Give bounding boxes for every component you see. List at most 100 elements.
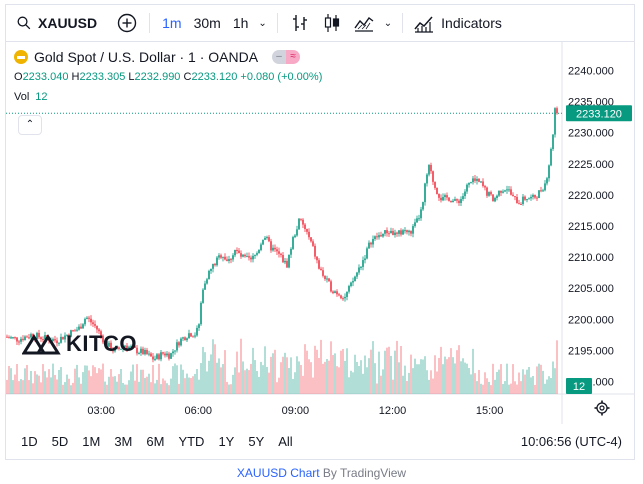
candle-body — [86, 317, 88, 319]
candle-body — [456, 199, 458, 201]
range-1m[interactable]: 1M — [82, 433, 101, 449]
candle-body — [438, 194, 440, 198]
range-3m[interactable]: 3M — [114, 433, 133, 449]
volume-bar — [136, 364, 138, 394]
volume-bar — [100, 369, 102, 394]
interval-1m[interactable]: 1m — [162, 15, 182, 31]
candle-body — [232, 255, 234, 260]
volume-bar — [548, 376, 550, 394]
chart-legend: Gold Spot / U.S. Dollar · 1 · OANDA – ≈ … — [14, 49, 322, 103]
time-scale[interactable]: 03:00 06:00 09:00 12:00 15:00 — [87, 405, 503, 417]
candles-style-icon[interactable] — [321, 12, 343, 34]
volume-bar — [170, 378, 172, 394]
candle-body — [156, 354, 158, 359]
candle-body — [534, 194, 536, 198]
price-tick-label: 2215.000 — [568, 221, 614, 233]
candle-body — [302, 219, 304, 225]
candle-body — [332, 291, 334, 294]
volume-bar — [214, 344, 216, 394]
volume-bar — [358, 365, 360, 394]
candle-body — [466, 184, 468, 192]
volume-bar — [304, 344, 306, 394]
candle-body — [12, 337, 14, 339]
candle-body — [364, 258, 366, 261]
candle-body — [536, 197, 538, 199]
candle-body — [516, 196, 518, 204]
volume-bar — [44, 371, 46, 394]
candle-body — [460, 199, 462, 204]
candle-body — [546, 178, 548, 184]
volume-bar — [20, 379, 22, 394]
candle-body — [228, 259, 230, 261]
candle-body — [260, 244, 262, 251]
ohlc-values: O2233.040 H2233.305 L2232.990 C2233.120 … — [14, 71, 322, 83]
minus-icon[interactable]: – — [272, 50, 287, 64]
attribution: XAUUSD Chart By TradingView — [0, 466, 643, 480]
candle-body — [548, 165, 550, 179]
interval-30m[interactable]: 30m — [193, 15, 221, 31]
candle-body — [480, 181, 482, 183]
wave-icon[interactable]: ≈ — [286, 50, 301, 64]
candle-body — [64, 335, 66, 340]
volume-bar — [212, 339, 214, 394]
candle-body — [512, 194, 514, 197]
candle-body — [14, 337, 16, 339]
candle-body — [74, 330, 76, 332]
volume-bar — [150, 382, 152, 394]
candle-body — [326, 278, 328, 280]
candle-body — [342, 298, 344, 300]
volume-bar — [222, 364, 224, 394]
candle-body — [128, 346, 130, 349]
volume-bar — [36, 374, 38, 394]
volume-bar — [556, 340, 558, 394]
range-ytd[interactable]: YTD — [178, 433, 205, 449]
volume-bar — [30, 370, 32, 394]
candle-body — [354, 276, 356, 282]
indicators-button[interactable]: Indicators — [413, 5, 502, 41]
range-all[interactable]: All — [278, 433, 293, 449]
volume-bar — [110, 369, 112, 394]
interval-dropdown-chevron-down-icon[interactable]: ⌄ — [258, 17, 267, 29]
candle-body — [372, 239, 374, 245]
range-1d[interactable]: 1D — [21, 433, 38, 449]
candle-body — [206, 279, 208, 284]
candle-body — [552, 134, 554, 149]
volume-bar — [94, 367, 96, 394]
volume-bar — [472, 348, 474, 394]
candle-body — [98, 329, 100, 332]
range-6m[interactable]: 6M — [146, 433, 165, 449]
interval-1h[interactable]: 1h — [232, 15, 249, 31]
volume-bar — [188, 377, 190, 394]
range-5d[interactable]: 5D — [51, 433, 69, 449]
candle-body — [486, 187, 488, 196]
volume-bar — [178, 383, 180, 394]
add-symbol-icon[interactable] — [116, 12, 138, 34]
symbol-search-button[interactable]: XAUUSD — [16, 5, 97, 41]
legend-toggle[interactable]: – ≈ — [272, 50, 301, 64]
bars-style-icon[interactable] — [289, 12, 311, 34]
volume-bar — [406, 381, 408, 394]
price-chart[interactable]: 2240.0002235.0002230.0002225.0002220.000… — [6, 42, 634, 424]
candle-body — [258, 250, 260, 254]
candle-body — [226, 259, 228, 261]
chart-style-chevron-down-icon[interactable]: ⌄ — [383, 17, 393, 29]
candle-body — [334, 291, 336, 294]
range-5y[interactable]: 5Y — [248, 433, 265, 449]
volume-bar — [254, 360, 256, 394]
volume-bar — [240, 338, 242, 394]
timezone-clock[interactable]: 10:06:56 (UTC-4) — [520, 433, 622, 449]
candle-body — [10, 337, 12, 339]
settings-gear-icon[interactable] — [594, 400, 610, 416]
volume-bar — [490, 385, 492, 394]
low-value: 2232.990 — [134, 71, 181, 83]
attribution-link[interactable]: XAUUSD Chart — [236, 466, 320, 480]
area-style-icon[interactable] — [353, 12, 375, 34]
last-volume-text: 12 — [573, 381, 585, 393]
collapse-legend-chevron-up-icon[interactable]: ⌃ — [18, 115, 42, 135]
volume-bar — [50, 377, 52, 394]
range-1y[interactable]: 1Y — [218, 433, 235, 449]
candle-body — [468, 182, 470, 185]
volume-bar — [230, 384, 232, 394]
volume-bar — [432, 378, 434, 394]
volume-bar — [528, 366, 530, 394]
